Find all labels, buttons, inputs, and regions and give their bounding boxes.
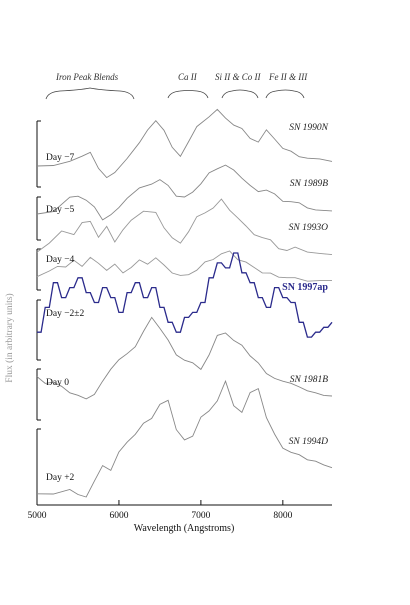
spectrum-line <box>36 108 333 179</box>
day-label: Day 0 <box>46 378 69 388</box>
day-label: Day −5 <box>46 205 75 215</box>
feature-label-fe-ii-iii: Fe II & III <box>268 72 308 82</box>
ca-ii-bracket <box>167 90 209 99</box>
x-ticks: 5000 6000 7000 8000 <box>28 500 293 521</box>
sn-label: SN 1990N <box>289 123 328 133</box>
feature-label-iron-peak: Iron Peak Blends <box>55 72 119 82</box>
x-tick-label: 7000 <box>191 511 210 521</box>
x-tick-label: 6000 <box>109 511 128 521</box>
sn-label: SN 1993O <box>289 223 328 233</box>
spectrum-line <box>37 252 333 338</box>
spectrum-line <box>36 316 333 400</box>
sn-label: SN 1981B <box>290 375 328 385</box>
spectrum-line <box>36 379 333 498</box>
x-axis-title: Wavelength (Angstroms) <box>134 523 235 534</box>
day-label: Day +2 <box>46 473 75 483</box>
sn-label: SN 1997ap <box>282 282 328 293</box>
spectrum-line <box>36 164 333 221</box>
feature-brackets <box>45 87 305 100</box>
sn-label: SN 1994D <box>289 437 328 447</box>
day-label: Day −2±2 <box>46 309 85 319</box>
feature-label-ca-ii: Ca II <box>178 72 198 82</box>
si-ii-co-ii-bracket <box>221 89 259 99</box>
y-axis-title: Flux (in arbitrary units) <box>4 293 15 382</box>
spectra-lines <box>36 108 333 498</box>
x-tick-label: 5000 <box>28 511 47 521</box>
day-label: Day −4 <box>46 255 75 265</box>
day-label: Day −7 <box>46 153 75 163</box>
y-axis-segments <box>36 120 41 505</box>
spectra-labels: Day −7 SN 1990N SN 1989B Day −5 SN 1993O Day … <box>46 123 329 483</box>
x-tick-label: 8000 <box>273 511 292 521</box>
spectrum-line <box>36 198 333 256</box>
spectrum-line <box>36 250 333 282</box>
iron-peak-bracket <box>45 87 135 100</box>
sn-label: SN 1989B <box>290 179 328 189</box>
feature-label-si-ii-co-ii: Si II & Co II <box>215 72 261 82</box>
fe-ii-iii-bracket <box>265 89 305 99</box>
